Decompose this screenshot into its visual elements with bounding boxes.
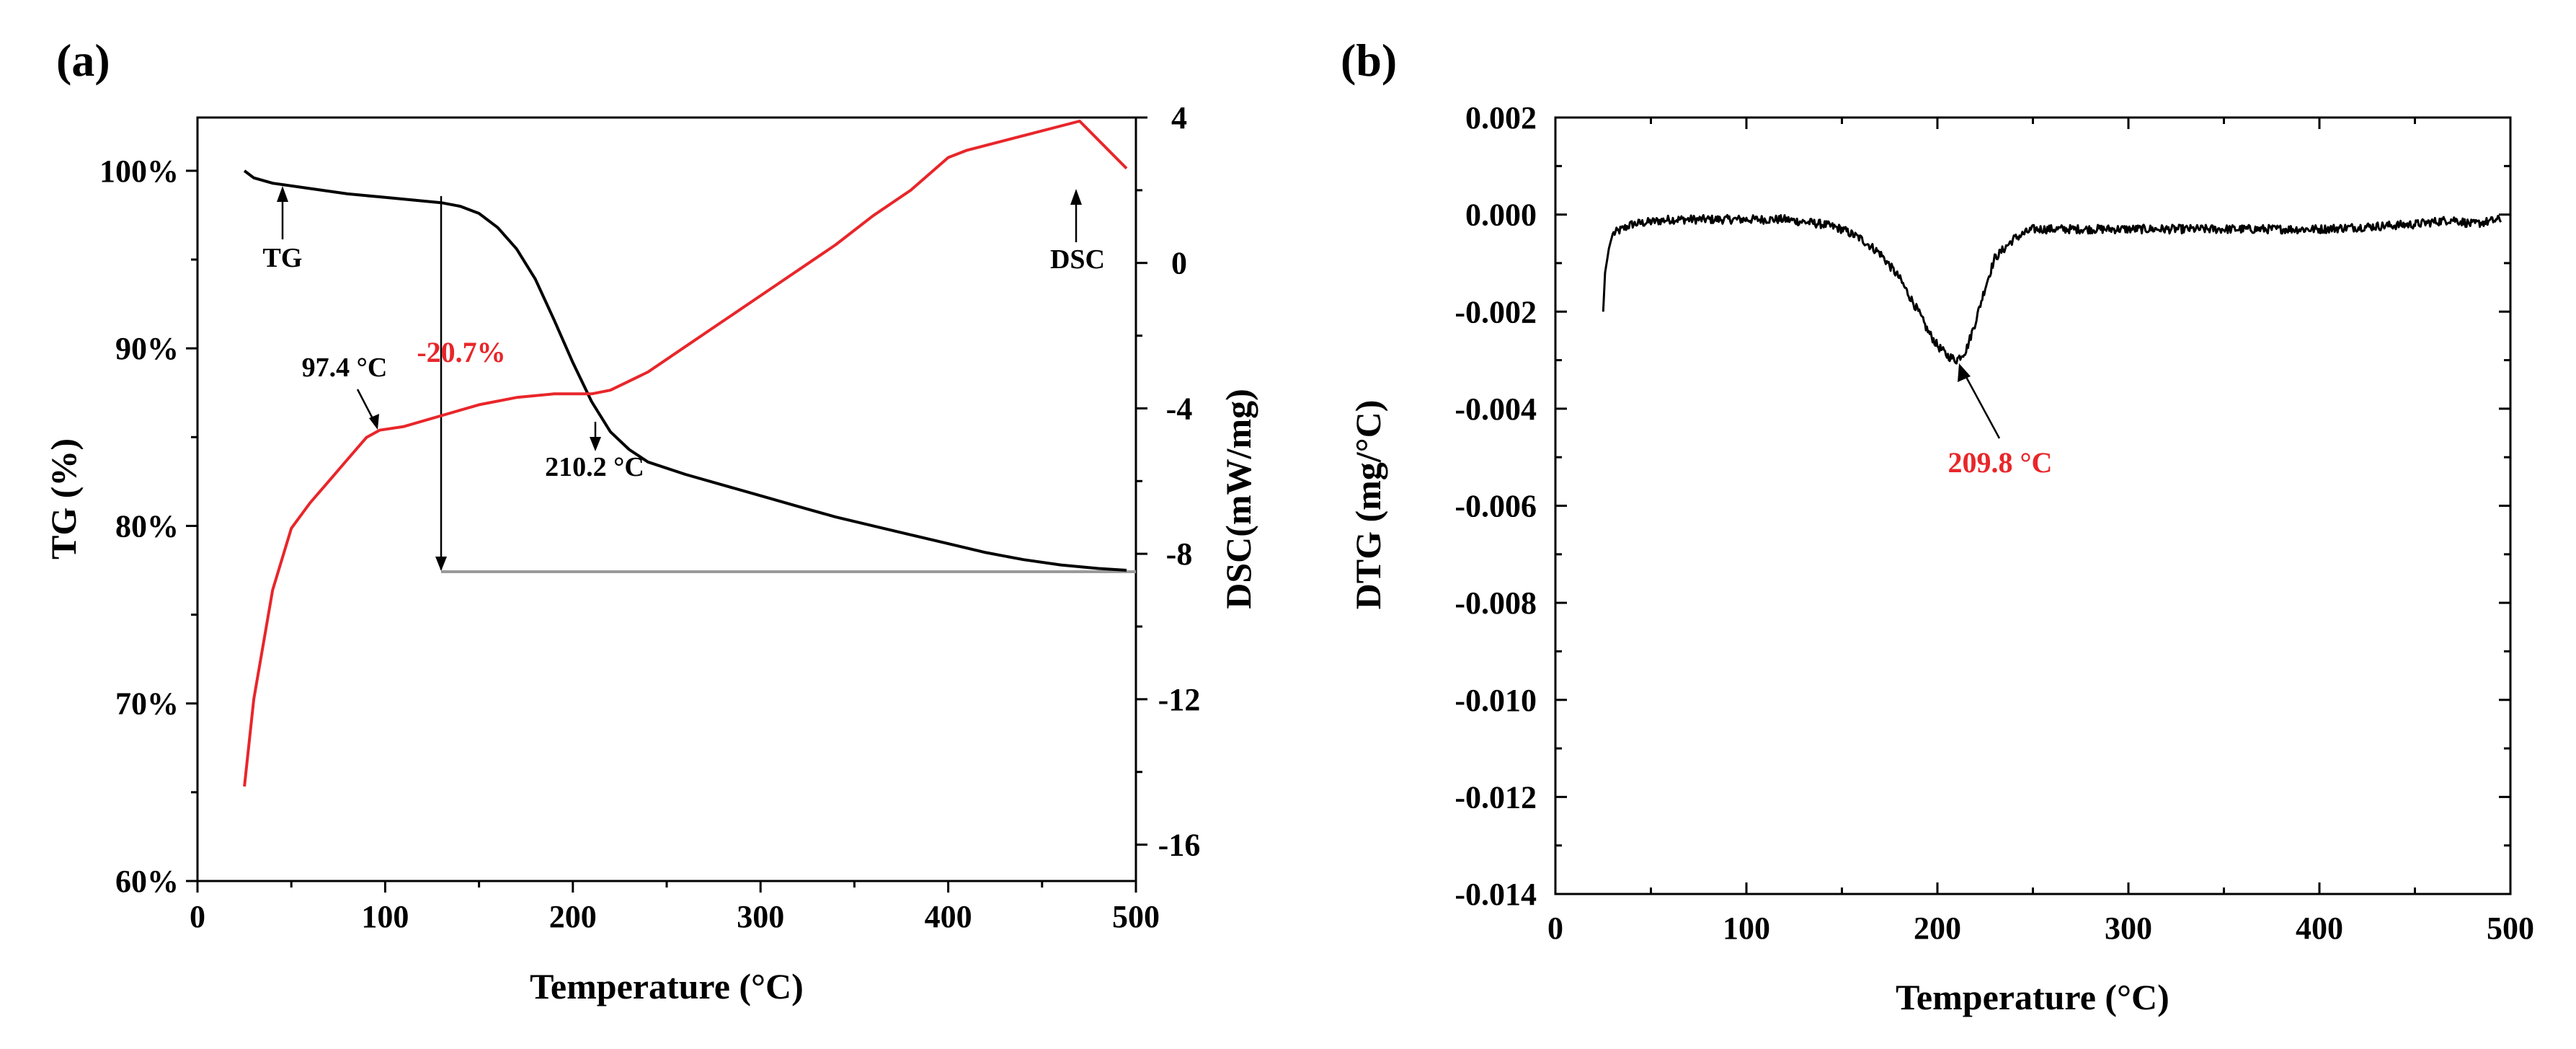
mass-loss-arrowhead <box>435 557 447 571</box>
panel-a-label: (a) <box>56 35 110 86</box>
panel-b-plot-frame <box>1554 116 2512 895</box>
panel-b-y-tick-label: -0.006 <box>1454 489 1537 524</box>
panel-b-x-tick-label: 0 <box>1547 911 1563 946</box>
tg-label-arrowhead <box>277 186 288 202</box>
panel-b-x-ticks: 0 100 200 300 400 500 <box>1547 118 2534 946</box>
dsc-label-arrowhead <box>1070 189 1082 205</box>
panel-b-y-tick-label: 0.002 <box>1465 100 1537 136</box>
panel-a-y-tick-label: 80% <box>115 508 179 544</box>
panel-b-y-tick-label: -0.008 <box>1454 585 1537 621</box>
panel-b-x-tick-label: 100 <box>1723 911 1770 946</box>
panel-b-series <box>1602 213 2502 365</box>
panel-b-y-tick-label: -0.014 <box>1454 877 1537 912</box>
panel-a-y-tick-label: 60% <box>115 864 179 899</box>
dtg-peak-arrow <box>1960 368 2001 439</box>
panel-b-y-tick-label: -0.010 <box>1454 683 1537 718</box>
panel-a-plot-frame <box>196 116 1137 882</box>
dsc-curve-label: DSC <box>1050 244 1105 275</box>
panel-a-x-tick-label: 100 <box>361 899 409 934</box>
panel-b-x-tick-label: 300 <box>2105 911 2152 946</box>
dsc-peak-label: 97.4 °C <box>302 353 388 383</box>
panel-a-y2-tick-label: -8 <box>1166 536 1193 572</box>
panel-a-series <box>243 120 1128 787</box>
dtg-peak-arrowhead <box>1958 363 1971 382</box>
panel-b-y-tick-label: -0.002 <box>1454 294 1537 329</box>
tg-peak-label: 210.2 °C <box>545 452 644 482</box>
dsc-peak-arrowhead <box>369 414 379 430</box>
mass-loss-label: -20.7% <box>417 336 505 368</box>
panel-a-y2-tick-label: 4 <box>1171 100 1187 136</box>
panel-a-x-tick-label: 200 <box>549 899 597 934</box>
panel-a-y2-axis-title: DSC(mW/mg) <box>1218 389 1258 609</box>
panel-a-y2-tick-label: -16 <box>1158 828 1201 863</box>
panel-b-x-tick-label: 200 <box>1914 911 1961 946</box>
tg-peak-arrowhead <box>590 437 601 451</box>
panel-a-x-tick-label: 300 <box>737 899 784 934</box>
panel-a-y-tick-label: 100% <box>99 154 179 189</box>
dtg-series-line <box>1602 213 2502 365</box>
panel-b-label: (b) <box>1341 35 1397 86</box>
dsc-series-line <box>243 120 1128 787</box>
tg-series-line <box>243 169 1127 572</box>
panel-a-y-tick-label: 90% <box>115 331 179 366</box>
panel-b-x-tick-label: 400 <box>2296 911 2343 946</box>
panel-a-y2-tick-label: -12 <box>1158 682 1201 717</box>
panel-b-y-axis-title: DTG (mg/°C) <box>1348 400 1388 610</box>
panel-a-y2-ticks: 4 0 -4 -8 -12 -16 <box>1136 100 1200 863</box>
panel-b-y-tick-label: 0.000 <box>1465 198 1537 233</box>
panel-a-x-tick-label: 400 <box>925 899 972 934</box>
panel-a-y2-tick-label: -4 <box>1166 391 1193 426</box>
panel-a-y-axis-title: TG (%) <box>43 438 84 559</box>
panel-b-x-tick-label: 500 <box>2487 911 2534 946</box>
tg-curve-label: TG <box>263 243 303 273</box>
panel-b: (b) 0 100 200 300 400 500 0.002 0.000 -0.002 -0.… <box>1341 35 2534 1017</box>
panel-a: (a) 0 100 200 300 400 500 60% 70% 80% 90% 100% 4 0… <box>43 35 1258 1006</box>
panel-b-y-tick-label: -0.012 <box>1454 779 1537 815</box>
panel-a-x-tick-label: 500 <box>1112 899 1160 934</box>
panel-a-x-ticks: 0 100 200 300 400 500 <box>190 881 1160 934</box>
panel-a-x-tick-label: 0 <box>190 899 205 934</box>
panel-b-y-tick-label: -0.004 <box>1454 391 1537 427</box>
panel-a-x-axis-title: Temperature (°C) <box>530 966 804 1006</box>
panel-a-y-ticks: 60% 70% 80% 90% 100% <box>99 154 197 899</box>
panel-a-y2-tick-label: 0 <box>1171 246 1187 281</box>
panel-b-y-ticks: 0.002 0.000 -0.002 -0.004 -0.006 -0.008 -0.010… <box>1454 100 2510 912</box>
panel-a-y-tick-label: 70% <box>115 686 179 722</box>
panel-b-x-axis-title: Temperature (°C) <box>1896 977 2169 1017</box>
dtg-peak-label: 209.8 °C <box>1948 446 2053 479</box>
